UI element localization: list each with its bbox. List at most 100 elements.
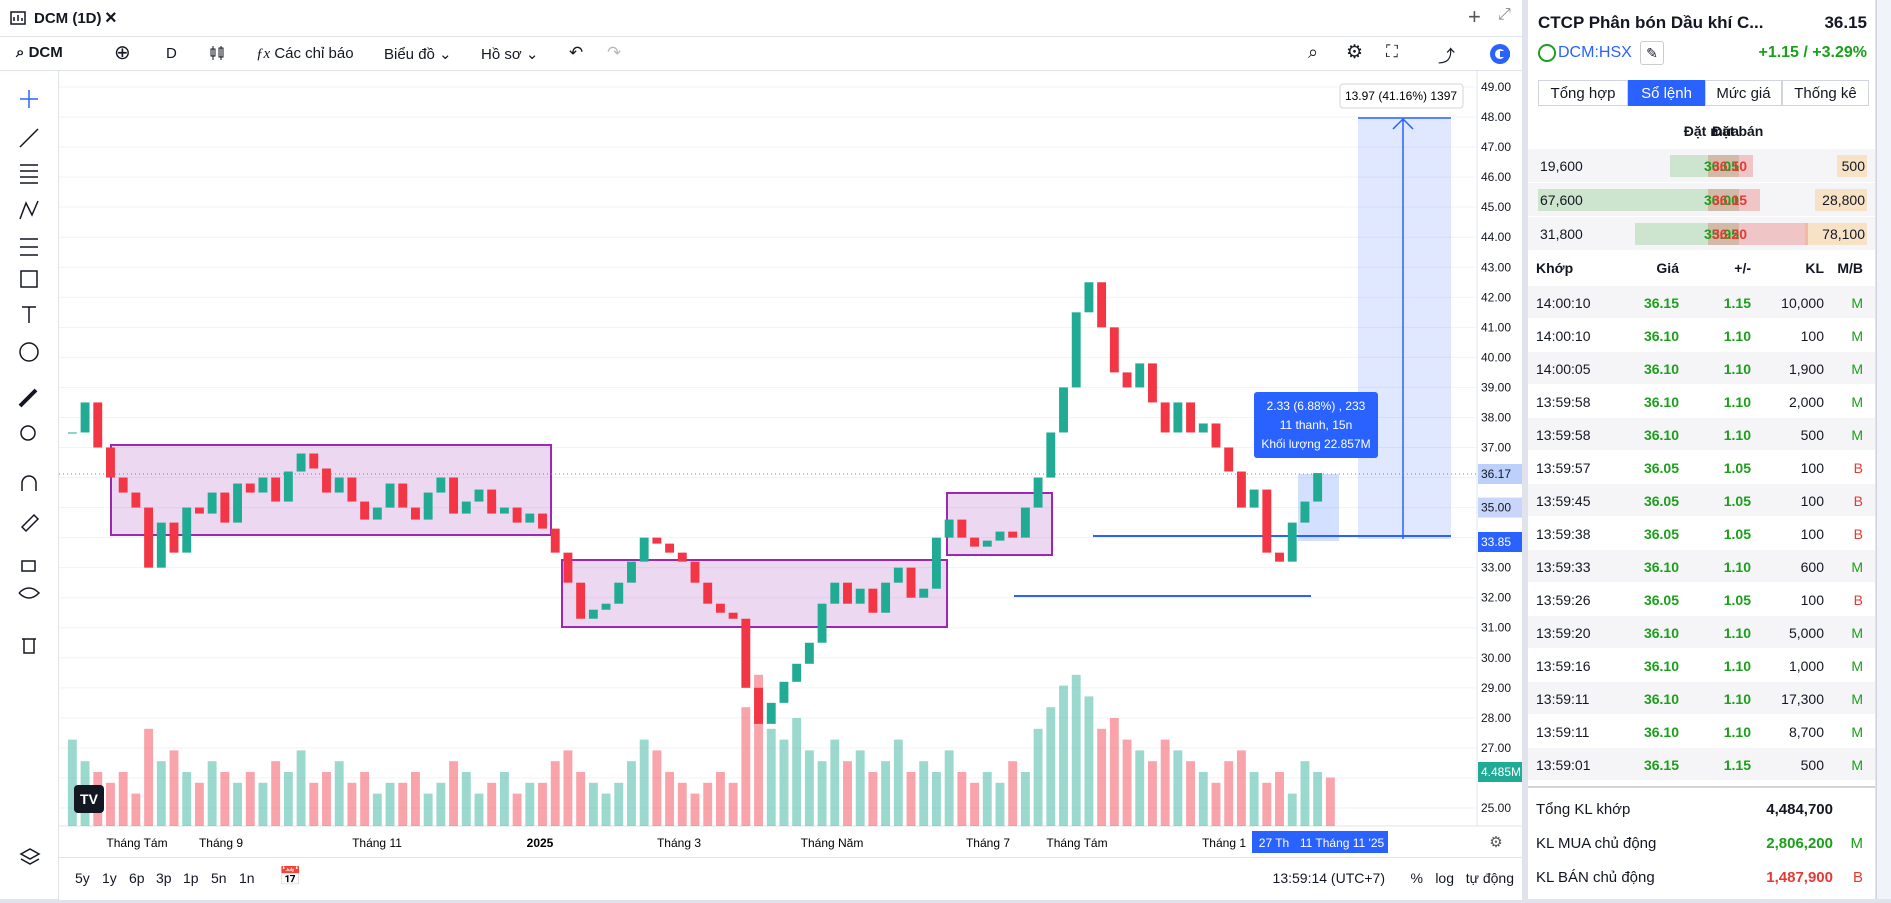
settings[interactable]: ⚙ bbox=[1346, 42, 1364, 63]
volume-bar bbox=[1097, 728, 1107, 826]
sell-depth bbox=[1708, 155, 1753, 177]
candle bbox=[106, 447, 115, 478]
cross-tool[interactable] bbox=[20, 90, 38, 108]
indicators[interactable]: ƒx Các chỉ báo bbox=[256, 45, 354, 62]
book-header: Đặt mua bbox=[1683, 123, 1739, 139]
shape-tool[interactable] bbox=[20, 270, 38, 288]
volume-bar bbox=[843, 761, 852, 826]
expand-button[interactable]: ⤢ bbox=[1498, 6, 1511, 23]
x-tick-label: 2025 bbox=[527, 836, 554, 850]
trade-side: B bbox=[1853, 460, 1863, 476]
candle bbox=[1008, 531, 1018, 538]
range-button[interactable]: 1y bbox=[102, 870, 117, 886]
trade-price: 36.10 bbox=[1643, 328, 1679, 344]
range-button[interactable]: 6p bbox=[129, 870, 145, 886]
volume-bar bbox=[347, 782, 357, 826]
panel-tab[interactable]: Sổ lệnh bbox=[1628, 80, 1705, 106]
layers[interactable] bbox=[19, 846, 41, 868]
buy-depth bbox=[1634, 223, 1739, 245]
lock-tool[interactable] bbox=[21, 560, 36, 572]
range-button[interactable]: 5n bbox=[211, 870, 227, 886]
sell-depth bbox=[1708, 189, 1760, 211]
volume-bar bbox=[1275, 772, 1284, 826]
symbol-search[interactable]: ⌕ DCM bbox=[16, 44, 63, 61]
ruler-tool[interactable] bbox=[18, 388, 38, 408]
measure-text: Khối lượng 22.857M bbox=[1261, 437, 1370, 451]
projection-area[interactable] bbox=[1358, 118, 1451, 539]
range-box[interactable] bbox=[110, 444, 552, 536]
stock-change: +1.15 / +3.29% bbox=[1758, 44, 1867, 61]
candle bbox=[461, 501, 471, 514]
text-tool[interactable] bbox=[22, 306, 36, 323]
compare-button[interactable]: ⊕ bbox=[114, 42, 131, 64]
volume-bar bbox=[944, 750, 954, 826]
candle-icon[interactable] bbox=[208, 44, 226, 62]
brush-tool[interactable] bbox=[20, 513, 40, 533]
candle bbox=[741, 618, 751, 688]
price-label: 35.00 bbox=[1481, 501, 1511, 515]
sell-volume: 28,800 bbox=[1822, 192, 1865, 208]
trade-volume: 5,000 bbox=[1788, 625, 1824, 641]
range-button[interactable]: 3p bbox=[156, 870, 172, 886]
buy-volume: 19,600 bbox=[1540, 158, 1583, 174]
auto-toggle[interactable]: tự động bbox=[1465, 870, 1514, 886]
trade-change: 1.10 bbox=[1723, 394, 1751, 410]
eye-tool[interactable] bbox=[18, 587, 41, 599]
volume-bar bbox=[144, 728, 154, 826]
fullscreen[interactable]: ⛶ bbox=[1386, 42, 1398, 61]
trade-price: 36.05 bbox=[1643, 460, 1679, 476]
zoom-tool[interactable] bbox=[20, 425, 36, 441]
tab-close[interactable]: × bbox=[105, 7, 117, 29]
range-button[interactable]: 5y bbox=[75, 870, 90, 886]
redo[interactable]: ↷ bbox=[607, 43, 622, 62]
candle bbox=[665, 543, 675, 553]
range-button[interactable]: 1p bbox=[183, 870, 199, 886]
trash-tool[interactable] bbox=[22, 638, 36, 654]
chart-type[interactable]: Biểu đồ ⌄ bbox=[384, 46, 452, 63]
volume-bar bbox=[728, 782, 738, 826]
axis-settings[interactable]: ⚙ bbox=[1489, 834, 1502, 851]
add-button[interactable]: + bbox=[1468, 4, 1481, 29]
candle bbox=[1109, 327, 1119, 373]
volume-bar bbox=[1109, 718, 1119, 826]
panel-tab[interactable]: Thống kê bbox=[1782, 80, 1869, 106]
candle bbox=[703, 582, 713, 604]
candle bbox=[919, 588, 929, 598]
candle bbox=[1071, 312, 1081, 388]
y-tick-label: 47.00 bbox=[1481, 140, 1511, 154]
trade-side: M bbox=[1851, 757, 1863, 773]
interval[interactable]: D bbox=[166, 45, 177, 62]
calendar[interactable]: 📅 bbox=[279, 866, 302, 886]
log-toggle[interactable]: log bbox=[1435, 870, 1454, 886]
trade-time: 13:59:11 bbox=[1536, 724, 1590, 740]
candle bbox=[1084, 282, 1094, 313]
line-tool[interactable] bbox=[19, 128, 39, 148]
volume-bar bbox=[233, 782, 242, 826]
pattern-tool[interactable] bbox=[19, 200, 39, 220]
panel-tab[interactable]: Mức giá bbox=[1705, 80, 1782, 106]
magnet-tool[interactable] bbox=[21, 475, 37, 491]
y-tick-label: 37.00 bbox=[1481, 440, 1511, 454]
profile[interactable]: Hồ sơ ⌄ bbox=[481, 46, 539, 63]
percent-toggle[interactable]: % bbox=[1410, 870, 1423, 886]
trade-row bbox=[1528, 451, 1875, 483]
zoom[interactable]: ⌕ bbox=[1308, 42, 1319, 62]
trade-volume: 10,000 bbox=[1781, 295, 1824, 311]
tab-title[interactable]: DCM (1D) bbox=[34, 10, 102, 27]
trade-time: 13:59:45 bbox=[1536, 493, 1591, 509]
volume-bar bbox=[919, 761, 929, 826]
emoji-tool[interactable] bbox=[19, 342, 39, 362]
fib-tool[interactable] bbox=[20, 164, 38, 184]
share[interactable]: ⤴ bbox=[1438, 47, 1455, 66]
trade-price: 36.10 bbox=[1643, 724, 1679, 740]
projection-tool[interactable] bbox=[20, 238, 38, 256]
range-button[interactable]: 1n bbox=[239, 870, 255, 886]
candle bbox=[1020, 507, 1030, 538]
volume-bar bbox=[639, 739, 649, 826]
panel-tab[interactable]: Tổng hợp bbox=[1538, 80, 1628, 106]
trade-volume: 100 bbox=[1800, 526, 1824, 542]
undo[interactable]: ↶ bbox=[569, 43, 584, 62]
edit-button[interactable]: ✎ bbox=[1640, 41, 1664, 65]
trade-time: 13:59:01 bbox=[1536, 757, 1591, 773]
candle bbox=[499, 507, 509, 514]
